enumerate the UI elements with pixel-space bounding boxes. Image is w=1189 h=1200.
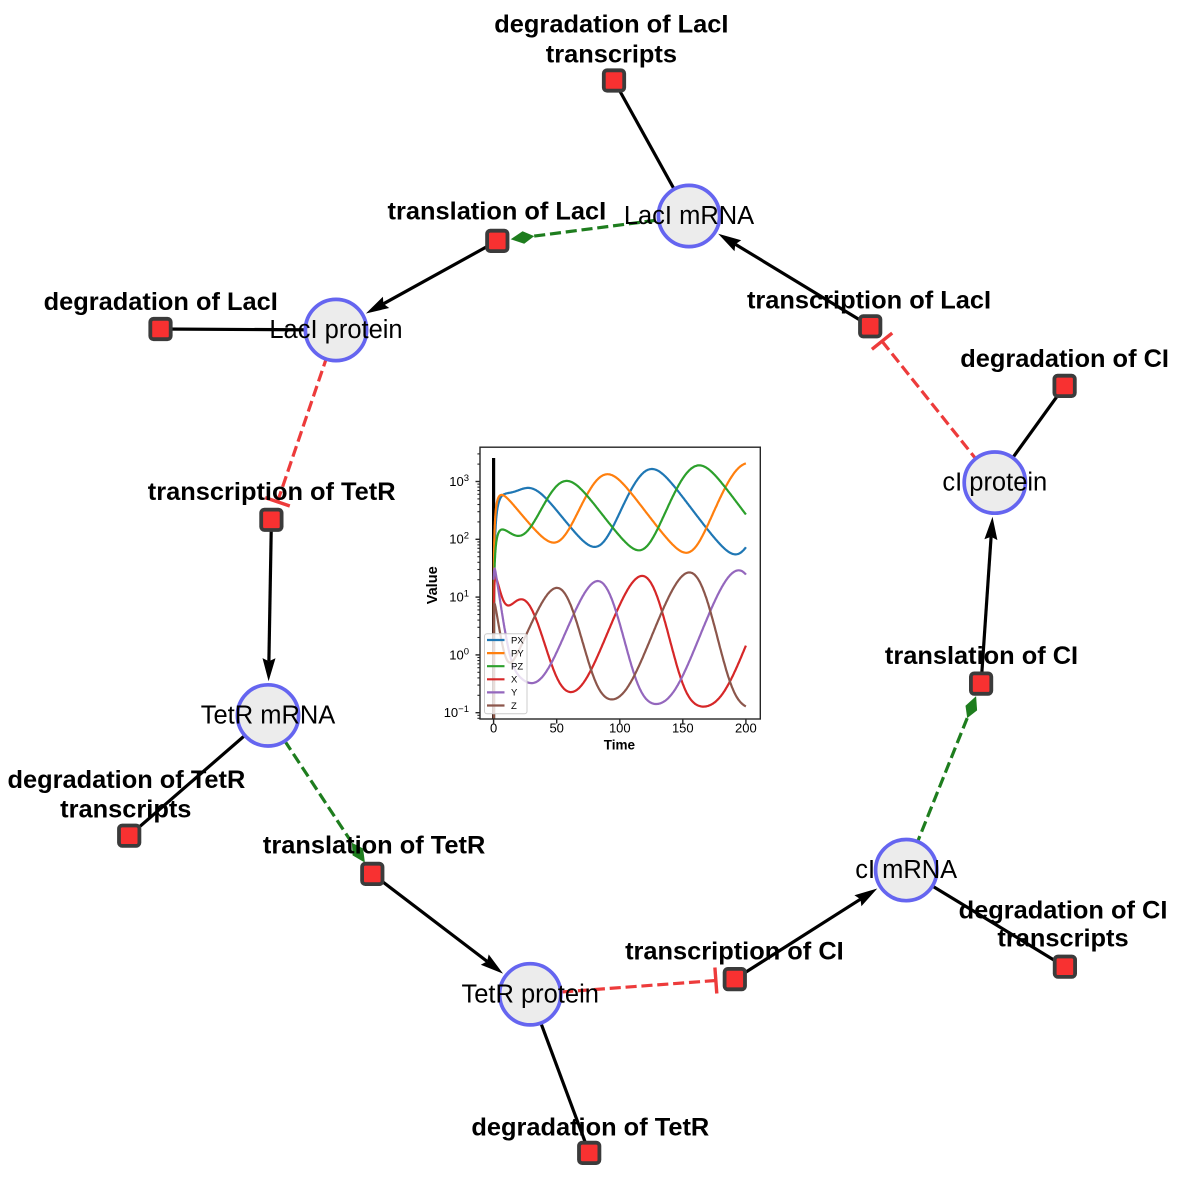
svg-text:PX: PX	[511, 635, 524, 646]
svg-text:cI mRNA: cI mRNA	[855, 856, 957, 884]
svg-text:TetR mRNA: TetR mRNA	[201, 701, 336, 729]
svg-text:200: 200	[735, 721, 757, 736]
svg-text:degradation of LacI: degradation of LacI	[44, 288, 278, 316]
svg-text:Z: Z	[511, 701, 517, 712]
svg-text:translation of TetR: translation of TetR	[263, 832, 485, 860]
svg-text:150: 150	[672, 721, 694, 736]
svg-text:transcripts: transcripts	[546, 41, 677, 69]
svg-text:PZ: PZ	[511, 662, 523, 673]
svg-text:Value: Value	[425, 566, 441, 604]
svg-text:0: 0	[490, 721, 497, 736]
svg-text:PY: PY	[511, 648, 524, 659]
svg-text:transcripts: transcripts	[60, 795, 191, 823]
svg-text:degradation of TetR: degradation of TetR	[7, 766, 245, 794]
svg-text:50: 50	[549, 721, 563, 736]
svg-text:degradation of LacI: degradation of LacI	[494, 10, 728, 38]
svg-text:TetR protein: TetR protein	[461, 980, 599, 1008]
svg-text:X: X	[511, 675, 518, 686]
svg-text:Y: Y	[511, 688, 518, 699]
svg-text:transcripts: transcripts	[997, 925, 1128, 953]
svg-text:100: 100	[609, 721, 631, 736]
svg-text:transcription of CI: transcription of CI	[625, 938, 844, 966]
svg-text:LacI mRNA: LacI mRNA	[624, 202, 754, 230]
svg-text:cI protein: cI protein	[942, 469, 1047, 497]
svg-text:Time: Time	[604, 738, 636, 753]
svg-text:degradation of CI: degradation of CI	[959, 896, 1168, 924]
svg-text:transcription of TetR: transcription of TetR	[148, 478, 396, 506]
svg-text:translation of CI: translation of CI	[885, 642, 1078, 670]
svg-text:degradation of TetR: degradation of TetR	[471, 1114, 709, 1142]
svg-text:translation of LacI: translation of LacI	[388, 198, 607, 226]
svg-text:degradation of CI: degradation of CI	[960, 345, 1169, 373]
svg-text:LacI protein: LacI protein	[269, 316, 402, 344]
svg-text:transcription of LacI: transcription of LacI	[747, 287, 991, 315]
